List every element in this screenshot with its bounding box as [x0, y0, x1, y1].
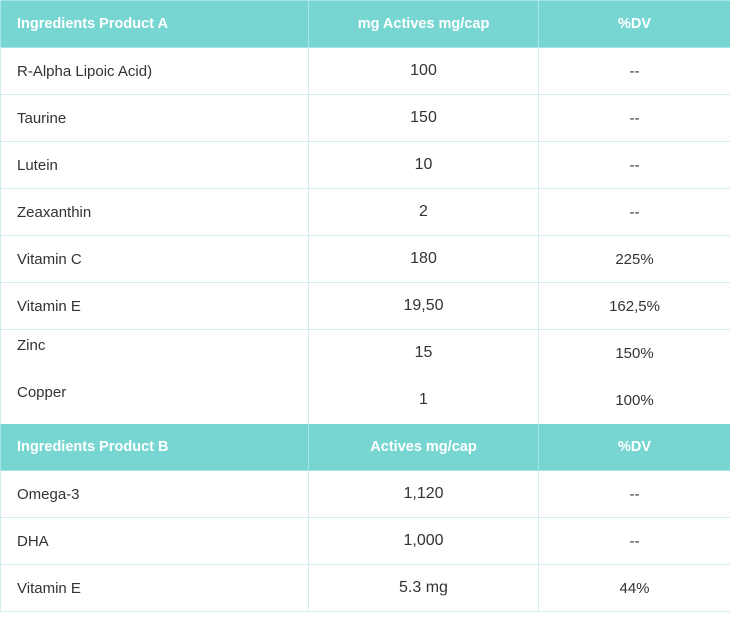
ingredient-cell: Zinc — [0, 329, 309, 377]
ingredient-cell: Vitamin E — [0, 282, 309, 330]
dv-cell: 100% — [538, 376, 730, 424]
dv-cell: -- — [538, 141, 730, 189]
ingredient-cell: Omega-3 — [0, 470, 309, 518]
cell-text: 1,000 — [403, 532, 444, 549]
cell-text: -- — [629, 485, 640, 503]
cell-text: 19,50 — [403, 297, 444, 314]
amount-cell: 180 — [308, 235, 539, 283]
column-header: mg Actives mg/cap — [308, 0, 539, 48]
column-header: Ingredients Product A — [0, 0, 309, 48]
table-row: Lutein 10 -- — [0, 141, 730, 189]
ingredient-cell: Copper — [0, 376, 309, 424]
ingredient-cell: Lutein — [0, 141, 309, 189]
cell-text: 150% — [615, 344, 654, 362]
ingredient-cell: R-Alpha Lipoic Acid) — [0, 47, 309, 95]
table-row: Omega-3 1,120 -- — [0, 470, 730, 518]
cell-text: 225% — [615, 250, 654, 268]
cell-text: Vitamin C — [17, 250, 82, 268]
amount-cell: 1 — [308, 376, 539, 424]
table-row: DHA 1,000 -- — [0, 517, 730, 565]
cell-text: 15 — [414, 344, 433, 361]
dv-cell: 44% — [538, 564, 730, 612]
dv-cell: -- — [538, 47, 730, 95]
cell-text: 1 — [419, 391, 428, 408]
ingredient-cell: Zeaxanthin — [0, 188, 309, 236]
ingredient-cell: Vitamin C — [0, 235, 309, 283]
cell-text: -- — [629, 532, 640, 550]
amount-cell: 150 — [308, 94, 539, 142]
column-header: Ingredients Product B — [0, 423, 309, 471]
amount-cell: 2 — [308, 188, 539, 236]
dv-cell: 162,5% — [538, 282, 730, 330]
dv-cell: -- — [538, 188, 730, 236]
cell-text: -- — [629, 62, 640, 80]
cell-text: Zinc — [17, 336, 46, 354]
table-row: Vitamin E 5.3 mg 44% — [0, 564, 730, 612]
dv-cell: -- — [538, 94, 730, 142]
cell-text: DHA — [17, 532, 49, 550]
ingredient-cell: Taurine — [0, 94, 309, 142]
amount-cell: 1,000 — [308, 517, 539, 565]
amount-cell: 100 — [308, 47, 539, 95]
cell-text: Vitamin E — [17, 579, 81, 597]
cell-text: Vitamin E — [17, 297, 81, 315]
table-row: Zeaxanthin 2 -- — [0, 188, 730, 236]
cell-text: 1,120 — [403, 485, 444, 502]
table-row: Zinc 15 150% — [0, 329, 730, 377]
cell-text: -- — [629, 203, 640, 221]
dv-cell: 150% — [538, 329, 730, 377]
cell-text: Zeaxanthin — [17, 203, 92, 221]
cell-text: Copper — [17, 383, 67, 401]
amount-cell: 15 — [308, 329, 539, 377]
table-header-row: Ingredients Product B Actives mg/cap %DV — [0, 423, 730, 471]
dv-cell: 225% — [538, 235, 730, 283]
amount-cell: 19,50 — [308, 282, 539, 330]
cell-text: 44% — [619, 579, 650, 597]
cell-text: -- — [629, 109, 640, 127]
amount-cell: 5.3 mg — [308, 564, 539, 612]
cell-text: -- — [629, 156, 640, 174]
ingredient-cell: DHA — [0, 517, 309, 565]
column-header: Actives mg/cap — [308, 423, 539, 471]
amount-cell: 10 — [308, 141, 539, 189]
cell-text: Taurine — [17, 109, 67, 127]
table-row: Copper 1 100% — [0, 376, 730, 424]
amount-cell: 1,120 — [308, 470, 539, 518]
cell-text: 100 — [410, 62, 437, 79]
table-row: Taurine 150 -- — [0, 94, 730, 142]
table-row: Vitamin C 180 225% — [0, 235, 730, 283]
table-row: Vitamin E 19,50 162,5% — [0, 282, 730, 330]
cell-text: 5.3 mg — [399, 579, 448, 596]
cell-text: 150 — [410, 109, 437, 126]
table-row: R-Alpha Lipoic Acid) 100 -- — [0, 47, 730, 95]
dv-cell: -- — [538, 470, 730, 518]
cell-text: R-Alpha Lipoic Acid) — [17, 62, 153, 80]
cell-text: Lutein — [17, 156, 58, 174]
dv-cell: -- — [538, 517, 730, 565]
cell-text: Omega-3 — [17, 485, 80, 503]
cell-text: 162,5% — [609, 297, 660, 315]
cell-text: 180 — [410, 250, 437, 267]
column-header: %DV — [538, 0, 730, 48]
cell-text: 100% — [615, 391, 654, 409]
column-header: %DV — [538, 423, 730, 471]
cell-text: 2 — [419, 203, 428, 220]
ingredient-cell: Vitamin E — [0, 564, 309, 612]
cell-text: 10 — [414, 156, 433, 173]
